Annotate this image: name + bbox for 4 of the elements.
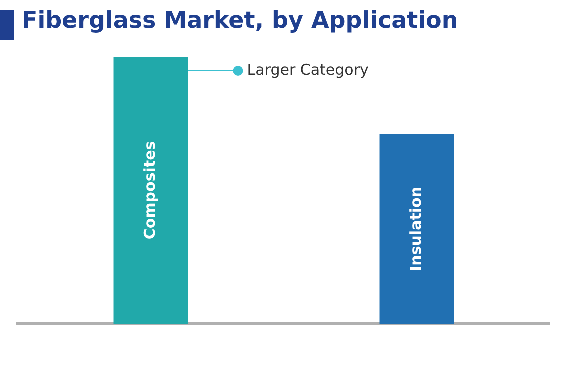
chart-title: Fiberglass Market, by Application: [22, 8, 458, 34]
x-tick-label: Composites: [140, 141, 159, 240]
annotation: Larger Category: [247, 60, 370, 79]
x-tick-label: Insulation: [406, 186, 425, 272]
